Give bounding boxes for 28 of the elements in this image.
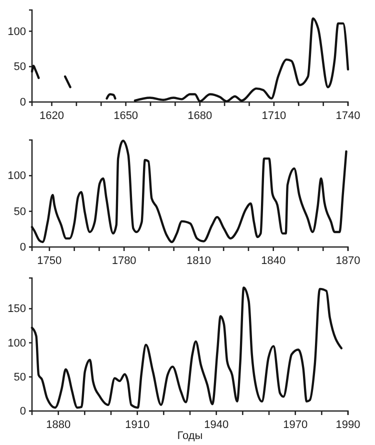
x-tick-label: 1840 — [261, 254, 286, 267]
y-tick-label: 0 — [20, 96, 26, 109]
y-tick-label: 0 — [20, 242, 26, 254]
y-tick-label: 100 — [8, 26, 26, 38]
y-tick-label: 150 — [8, 303, 26, 316]
x-tick-label: 1970 — [283, 418, 308, 431]
x-tick-label: 1990 — [336, 418, 360, 431]
y-tick-label: 100 — [8, 337, 26, 350]
x-tick-label: 1710 — [262, 110, 286, 122]
x-tick-label: 1650 — [114, 110, 138, 122]
x-tick-label: 1750 — [37, 254, 62, 267]
y-tick-label: 50 — [14, 206, 26, 218]
x-tick-label: 1870 — [336, 254, 360, 267]
x-axis-title: Годы — [177, 430, 203, 442]
y-tick-label: 50 — [14, 371, 26, 384]
x-tick-label: 1910 — [125, 418, 150, 431]
y-tick-label: 100 — [8, 170, 26, 182]
x-tick-label: 1940 — [204, 418, 229, 431]
x-tick-label: 1740 — [336, 110, 360, 122]
line-series — [30, 140, 348, 244]
x-tick-label: 1680 — [188, 110, 212, 122]
line-series — [30, 286, 343, 409]
x-tick-label: 1620 — [40, 110, 64, 122]
y-tick-label: 0 — [20, 406, 26, 418]
x-tick-label: 1810 — [186, 254, 211, 267]
y-tick-label: 50 — [14, 61, 26, 74]
x-tick-label: 1880 — [46, 418, 71, 431]
x-tick-label: 1780 — [112, 254, 136, 267]
